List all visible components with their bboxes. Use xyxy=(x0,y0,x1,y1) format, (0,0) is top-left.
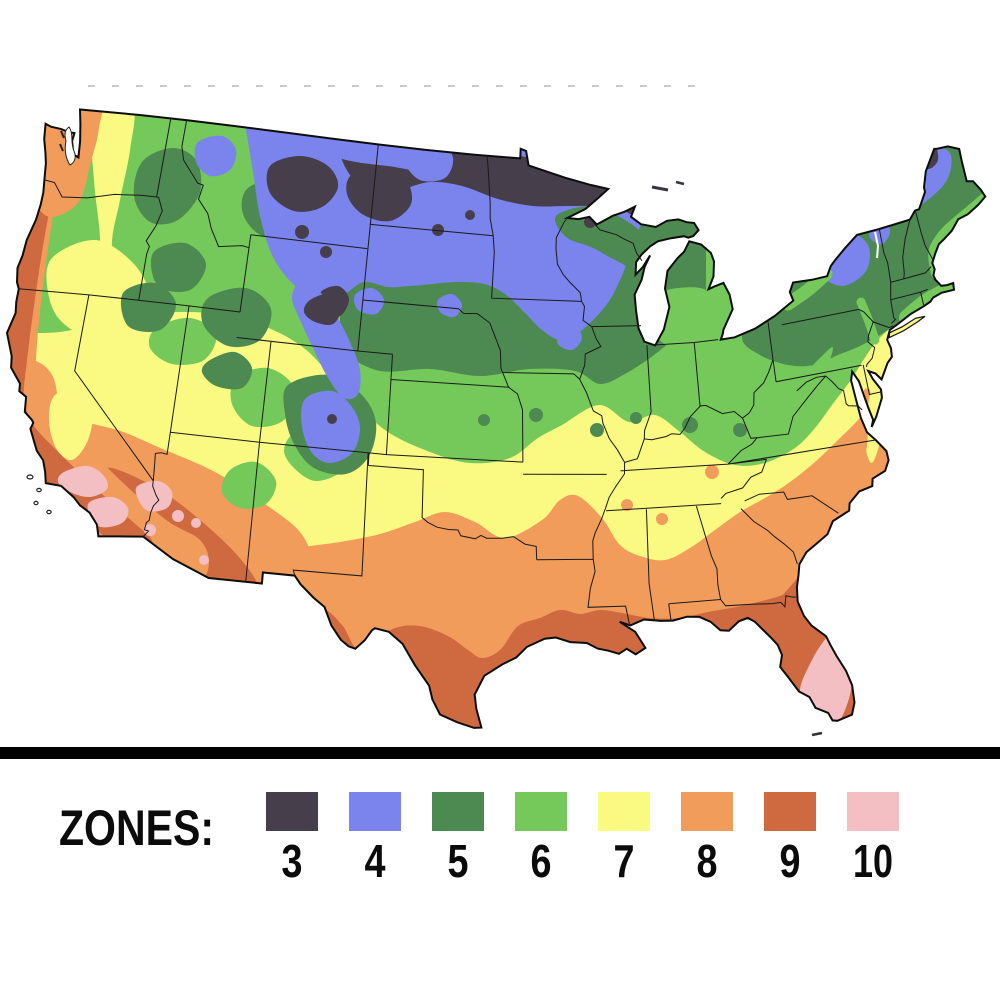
svg-text:3: 3 xyxy=(282,835,303,887)
svg-text:7: 7 xyxy=(614,835,635,887)
svg-text:10: 10 xyxy=(853,835,893,887)
svg-text:8: 8 xyxy=(697,835,718,887)
svg-text:ZONES:: ZONES: xyxy=(59,800,214,856)
svg-text:9: 9 xyxy=(780,835,801,887)
svg-text:6: 6 xyxy=(531,835,552,887)
svg-text:5: 5 xyxy=(448,835,469,887)
svg-text:4: 4 xyxy=(365,835,386,887)
